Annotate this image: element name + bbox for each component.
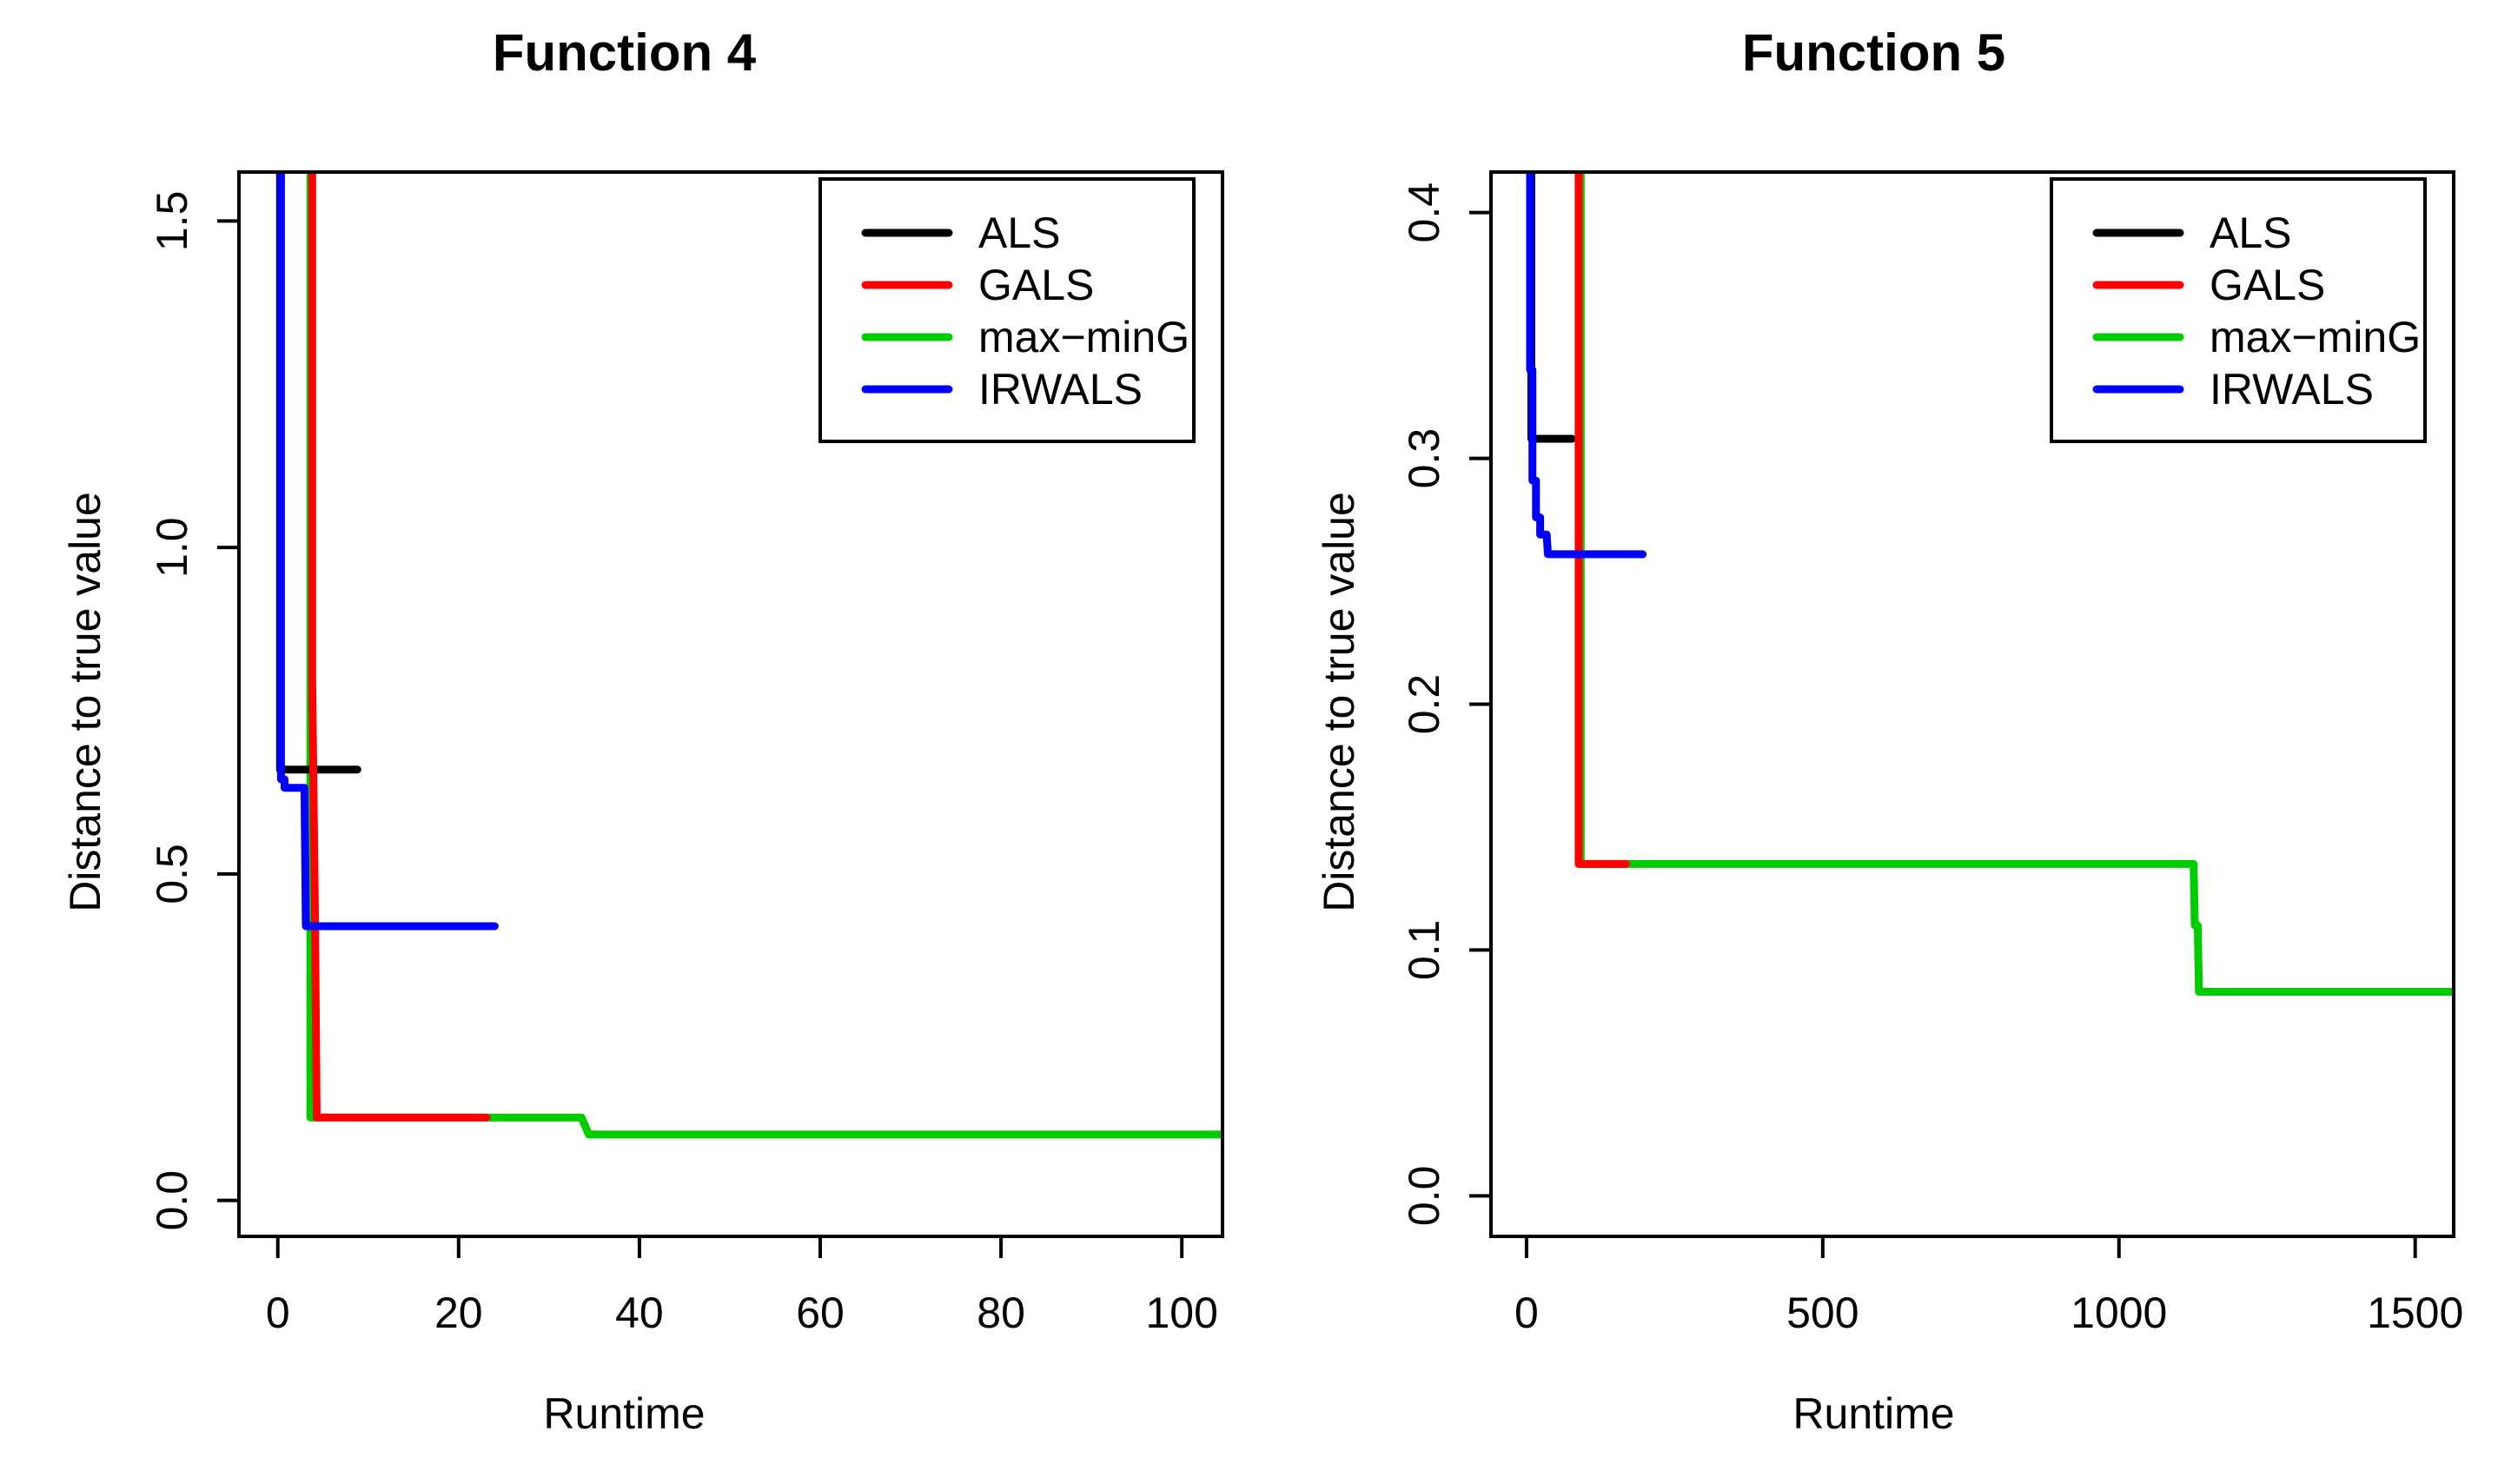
- x-axis-label: Runtime: [1792, 1389, 1955, 1438]
- panel-function-5: Function 5 0 500 1000 1500 0.0 0.1 0.2 0.3 0.4 AL…: [1249, 0, 2498, 1484]
- plot-box: [237, 170, 1224, 1238]
- x-tick-label: 0: [1514, 1289, 1539, 1337]
- legend-entry-label: max−minG: [2210, 313, 2421, 361]
- y-tick-label: 0.4: [1400, 182, 1448, 243]
- series-lines: [1526, 172, 2454, 996]
- x-axis-label: Runtime: [543, 1389, 706, 1438]
- axis-tick-labels: 0 20 40 60 80 100 0.0 0.5 1.0 1.5: [148, 191, 1218, 1337]
- y-tick-label: 1.5: [148, 191, 196, 252]
- x-tick-label: 0: [266, 1289, 290, 1337]
- y-axis-label: Distance to true value: [1315, 492, 1363, 912]
- x-tick-label: 500: [1786, 1289, 1859, 1337]
- axis-tick-labels: 0 500 1000 1500 0.0 0.1 0.2 0.3 0.4: [1400, 182, 2463, 1337]
- legend-entry-label: GALS: [978, 261, 1094, 309]
- y-tick-label: 0.2: [1400, 674, 1448, 735]
- legend-entry-label: IRWALS: [978, 365, 1143, 414]
- series-line-als: [1527, 172, 1576, 443]
- x-tick-label: 100: [1145, 1289, 1217, 1337]
- series-line-irwals: [1526, 172, 1647, 559]
- x-tick-label: 1500: [2367, 1289, 2463, 1337]
- legend-entry-label: IRWALS: [2210, 365, 2374, 414]
- legend-entry-label: ALS: [978, 209, 1061, 257]
- function-4-plot: 0 20 40 60 80 100 0.0 0.5 1.0 1.5 ALSGALSmax−minGI…: [148, 170, 1224, 1337]
- y-tick-label: 0.3: [1400, 428, 1448, 489]
- axis-ticks: [217, 219, 1184, 1258]
- legend-entry-label: GALS: [2210, 261, 2325, 309]
- y-axis-label: Distance to true value: [61, 492, 109, 912]
- x-tick-label: 1000: [2071, 1289, 2167, 1337]
- series-line-gals: [1574, 172, 1630, 868]
- page-title: Function 4: [492, 23, 757, 82]
- series-line-als: [275, 172, 361, 774]
- series-lines: [275, 172, 1222, 1139]
- legend-entry-label: ALS: [2210, 209, 2292, 257]
- panel-function-4: Function 4 0 20 40 60 80 100 0.0 0.5 1.0 1.5 ALS GA…: [61, 23, 1224, 1438]
- x-tick-label: 60: [796, 1289, 845, 1337]
- legend-box: [2050, 177, 2427, 443]
- x-tick-label: 20: [434, 1289, 483, 1337]
- y-tick-label: 0.0: [1400, 1166, 1448, 1227]
- y-tick-label: 1.0: [148, 517, 196, 578]
- series-line-irwals: [276, 172, 499, 931]
- y-tick-label: 0.1: [1400, 920, 1448, 981]
- legend-entry-label: max−minG: [978, 313, 1189, 361]
- page-title: Function 5: [1741, 23, 2006, 82]
- plot-box: [1489, 170, 2455, 1238]
- y-tick-label: 0.5: [148, 844, 196, 904]
- axis-ticks: [1469, 210, 2417, 1258]
- series-line-gals: [308, 172, 491, 1122]
- function-5-plot: 0 500 1000 1500 0.0 0.1 0.2 0.3 0.4 ALSGALSmax−mi…: [1400, 170, 2463, 1337]
- legend-box: [818, 177, 1196, 443]
- y-tick-label: 0.0: [148, 1170, 196, 1231]
- x-tick-label: 80: [977, 1289, 1025, 1337]
- x-tick-label: 40: [615, 1289, 664, 1337]
